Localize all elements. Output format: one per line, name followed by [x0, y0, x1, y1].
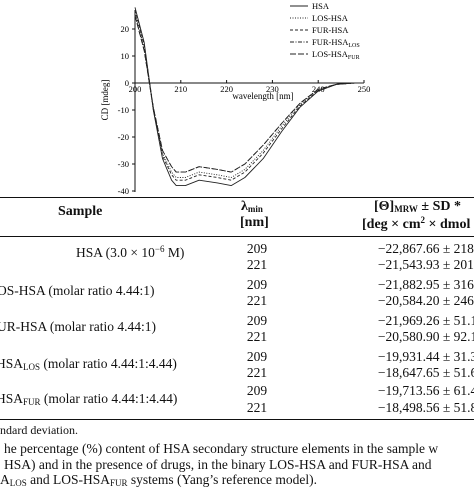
caption-line-2: HSA) and in the presence of drugs, in th…	[4, 457, 432, 472]
table-top-rule	[0, 197, 474, 198]
x-tick-label: 210	[174, 84, 187, 94]
table-row: 221 −18,647.65 ± 51.69	[0, 365, 474, 381]
series-line-fur-hsa	[134, 9, 364, 181]
x-tick-label: 220	[220, 84, 233, 94]
col-header-lambda-unit: [nm]	[240, 215, 269, 230]
value-cell: −22,867.66 ± 218.7	[377, 241, 474, 256]
x-tick-label: 200	[129, 84, 142, 94]
y-tick-label: 20	[121, 24, 130, 34]
table-row: UR-HSA (molar ratio 4.44:1) 209 −21,969.…	[0, 313, 474, 334]
series-line-los-hsa	[134, 12, 364, 178]
sample-cell: HSA (3.0 × 10−6 M)	[76, 244, 185, 260]
legend-label-fur-hsa: FUR-HSA	[312, 25, 349, 35]
x-tick-label: 250	[358, 84, 371, 94]
sample-cell: OS-HSA (molar ratio 4.44:1)	[0, 283, 155, 298]
lambda-cell: 221	[246, 257, 268, 272]
lambda-cell: 221	[246, 293, 268, 308]
lambda-cell: 221	[246, 365, 268, 380]
table-row: OS-HSA (molar ratio 4.44:1) 209 −21,882.…	[0, 277, 474, 298]
table-row: 221 −21,543.93 ± 201.7	[0, 257, 474, 273]
sample-cell: HSAFUR (molar ratio 4.44:1:4.44)	[0, 391, 178, 407]
y-axis-label: CD [mdeg]	[100, 80, 110, 121]
table-row: 221 −20,584.20 ± 246.0	[0, 293, 474, 309]
series-lines	[134, 7, 364, 187]
table-header-rule	[0, 236, 474, 237]
legend-label-fur-hsa-los: FUR-HSALOS	[312, 37, 360, 49]
caption-line-3: ALOS and LOS-HSAFUR systems (Yang’s refe…	[0, 472, 317, 488]
y-tick-label: -20	[118, 132, 129, 142]
x-axis-label: wavelength [nm]	[232, 91, 293, 101]
value-cell: −21,882.95 ± 316.4	[377, 277, 474, 292]
value-cell: −18,647.65 ± 51.69	[377, 365, 474, 380]
value-cell: −21,543.93 ± 201.7	[377, 257, 474, 272]
table-bottom-rule	[0, 419, 474, 420]
sample-cell: HSALOS (molar ratio 4.44:1:4.44)	[0, 356, 177, 372]
legend-label-los-hsa: LOS-HSA	[312, 13, 349, 23]
y-tick-label: -10	[118, 105, 129, 115]
lambda-cell: 209	[246, 313, 268, 328]
table-row: 221 −20,580.90 ± 92.13	[0, 329, 474, 345]
col-header-sample: Sample	[58, 204, 103, 219]
col-header-lambda: λmin	[241, 199, 263, 214]
lambda-cell: 209	[246, 383, 268, 398]
table-footnote: ndard deviation.	[0, 423, 78, 437]
legend-label-los-hsa-fur: LOS-HSAFUR	[312, 49, 360, 61]
y-tick-label: -40	[118, 186, 129, 196]
y-tick-label: -30	[118, 159, 129, 169]
lambda-cell: 221	[246, 329, 268, 344]
y-tick-label: 0	[125, 78, 129, 88]
lambda-cell: 209	[246, 241, 268, 256]
value-cell: −20,580.90 ± 92.13	[377, 329, 474, 344]
value-cell: −19,713.56 ± 61.47	[377, 383, 474, 398]
table-row: 221 −18,498.56 ± 51.83	[0, 400, 474, 416]
value-cell: −18,498.56 ± 51.83	[377, 400, 474, 415]
y-tick-label: 10	[121, 51, 130, 61]
legend: HSA LOS-HSA FUR-HSA FUR-HSALOS LOS-HSAFU…	[290, 1, 360, 61]
table-row: HSAFUR (molar ratio 4.44:1:4.44) 209 −19…	[0, 383, 474, 407]
value-cell: −21,969.26 ± 51.14	[377, 313, 474, 328]
table-row: HSALOS (molar ratio 4.44:1:4.44) 209 −19…	[0, 349, 474, 372]
lambda-cell: 209	[246, 349, 268, 364]
x-tick-label: 230	[266, 84, 279, 94]
value-cell: −19,931.44 ± 31.36	[377, 349, 474, 364]
col-header-theta: [Θ]MRW ± SD *	[374, 199, 461, 214]
lambda-cell: 209	[246, 277, 268, 292]
table-row: HSA (3.0 × 10−6 M) 209 −22,867.66 ± 218.…	[0, 241, 474, 260]
lambda-cell: 221	[246, 400, 268, 415]
col-header-theta-unit: [deg × cm2 × dmol	[362, 215, 471, 232]
legend-label-hsa: HSA	[312, 1, 330, 11]
sample-cell: UR-HSA (molar ratio 4.44:1)	[0, 319, 156, 334]
series-line-los-hsa-fur	[134, 15, 364, 173]
caption-line-1: he percentage (%) content of HSA seconda…	[4, 441, 439, 456]
value-cell: −20,584.20 ± 246.0	[377, 293, 474, 308]
y-ticks: 20 10 0 -10 -20 -30 -40	[118, 24, 135, 196]
